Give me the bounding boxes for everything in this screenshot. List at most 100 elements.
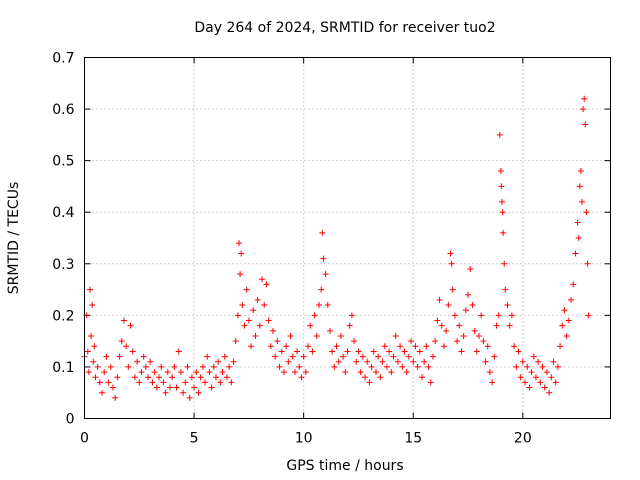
data-point: [383, 363, 390, 370]
data-point: [449, 286, 456, 293]
data-point: [495, 312, 502, 319]
data-point: [515, 348, 522, 355]
data-point: [585, 312, 592, 319]
data-point: [89, 302, 96, 309]
data-point: [394, 358, 401, 365]
data-point: [215, 358, 222, 365]
data-point: [318, 286, 325, 293]
data-point: [250, 307, 257, 314]
x-axis-label: GPS time / hours: [286, 458, 403, 474]
data-point: [445, 302, 452, 309]
data-point: [486, 369, 493, 376]
data-point: [550, 358, 557, 365]
data-point: [577, 167, 584, 174]
data-point: [381, 343, 388, 350]
data-point: [561, 307, 568, 314]
data-point: [223, 374, 230, 381]
y-tick-label: 0.4: [52, 205, 74, 221]
data-point: [460, 332, 467, 339]
data-point: [267, 343, 274, 350]
data-point: [458, 348, 465, 355]
data-point: [329, 348, 336, 355]
data-point: [160, 379, 167, 386]
data-point: [193, 369, 200, 376]
y-tick-label: 0.6: [52, 102, 74, 118]
x-tick-label: 20: [514, 431, 532, 447]
data-point: [101, 369, 108, 376]
data-point: [440, 343, 447, 350]
data-point: [210, 363, 217, 370]
data-point: [149, 379, 156, 386]
data-point: [274, 338, 281, 345]
data-point: [109, 384, 116, 391]
data-point: [162, 389, 169, 396]
data-point: [416, 348, 423, 355]
data-point: [397, 343, 404, 350]
data-point: [434, 317, 441, 324]
data-point: [202, 379, 209, 386]
data-point: [372, 369, 379, 376]
data-point: [118, 338, 125, 345]
data-point: [390, 353, 397, 360]
data-point: [307, 322, 314, 329]
data-point: [261, 302, 268, 309]
x-tick-label: 15: [404, 431, 422, 447]
data-point: [125, 363, 132, 370]
data-point: [259, 276, 266, 283]
data-point: [237, 271, 244, 278]
data-point: [399, 363, 406, 370]
data-point: [84, 348, 91, 355]
data-point: [471, 327, 478, 334]
data-point: [496, 131, 503, 138]
data-point: [287, 332, 294, 339]
data-point: [388, 369, 395, 376]
data-point: [94, 363, 101, 370]
data-point: [552, 379, 559, 386]
data-point: [232, 338, 239, 345]
data-point: [438, 322, 445, 329]
data-point: [489, 379, 496, 386]
data-point: [579, 198, 586, 205]
data-point: [499, 209, 506, 216]
data-point: [348, 312, 355, 319]
data-point: [140, 353, 147, 360]
data-point: [291, 369, 298, 376]
data-point: [145, 374, 152, 381]
data-point: [506, 322, 513, 329]
data-point: [226, 363, 233, 370]
data-point: [498, 183, 505, 190]
data-point: [158, 363, 165, 370]
data-point: [451, 312, 458, 319]
data-point: [213, 374, 219, 381]
data-point: [501, 260, 508, 267]
data-point: [333, 343, 340, 350]
data-point: [298, 374, 305, 381]
data-point: [186, 394, 193, 401]
y-tick-label: 0: [66, 412, 75, 428]
data-point: [302, 369, 309, 376]
y-tick-label: 0.7: [52, 51, 74, 67]
data-point: [219, 369, 226, 376]
data-point: [524, 363, 531, 370]
data-point: [241, 322, 248, 329]
y-tick-label: 0.3: [52, 257, 74, 273]
data-point: [197, 374, 204, 381]
data-point: [467, 265, 474, 272]
data-point: [443, 327, 450, 334]
data-point: [355, 348, 362, 355]
data-point: [425, 363, 432, 370]
data-point: [386, 348, 393, 355]
data-point: [243, 286, 250, 293]
plot-frame: [84, 57, 611, 419]
data-point: [86, 286, 93, 293]
data-point: [175, 348, 182, 355]
data-point: [309, 348, 316, 355]
data-point: [410, 358, 417, 365]
data-point: [559, 322, 566, 329]
chart-title: Day 264 of 2024, SRMTID for receiver tuo…: [194, 20, 495, 36]
data-point: [337, 332, 344, 339]
data-point: [465, 291, 472, 298]
data-point: [245, 317, 252, 324]
data-point: [283, 343, 290, 350]
data-point: [473, 348, 480, 355]
